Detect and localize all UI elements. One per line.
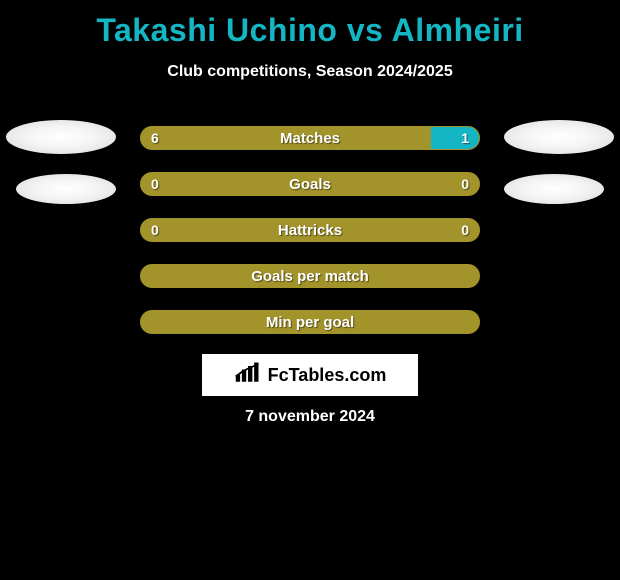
stat-bar: Goals per match <box>140 264 480 288</box>
stat-bar: Hattricks0 0 <box>140 218 480 242</box>
stat-bar-label: Matches <box>141 127 479 149</box>
comparison-bars: Matches61Goals00Hattricks00Goals per mat… <box>140 126 480 356</box>
stat-bar-left-value: 0 <box>151 173 159 195</box>
stat-bar-label: Goals <box>141 173 479 195</box>
stat-bar-right-value: 0 <box>461 219 469 241</box>
stat-bar-label: Hattricks <box>141 219 479 241</box>
attribution-brand: FcTables.com <box>268 365 387 386</box>
team-right-photo <box>504 174 604 204</box>
player-right-photo <box>504 120 614 154</box>
stat-bar-left-value: 0 <box>151 219 159 241</box>
stat-bar-right-value: 0 <box>461 173 469 195</box>
bar-chart-icon <box>234 362 262 389</box>
page-subtitle: Club competitions, Season 2024/2025 <box>0 63 620 81</box>
stat-bar: Goals0 0 <box>140 172 480 196</box>
attribution-badge: FcTables.com <box>202 354 418 396</box>
team-left-photo <box>16 174 116 204</box>
stat-bar-left-value: 6 <box>151 127 159 149</box>
stat-bar: Min per goal <box>140 310 480 334</box>
player-left-photo <box>6 120 116 154</box>
stat-bar: Matches6 1 <box>140 126 480 150</box>
stat-bar-label: Goals per match <box>141 265 479 287</box>
stat-bar-right-value: 1 <box>461 127 469 149</box>
snapshot-date: 7 november 2024 <box>0 408 620 426</box>
stat-bar-label: Min per goal <box>141 311 479 333</box>
page-title: Takashi Uchino vs Almheiri <box>0 0 620 49</box>
